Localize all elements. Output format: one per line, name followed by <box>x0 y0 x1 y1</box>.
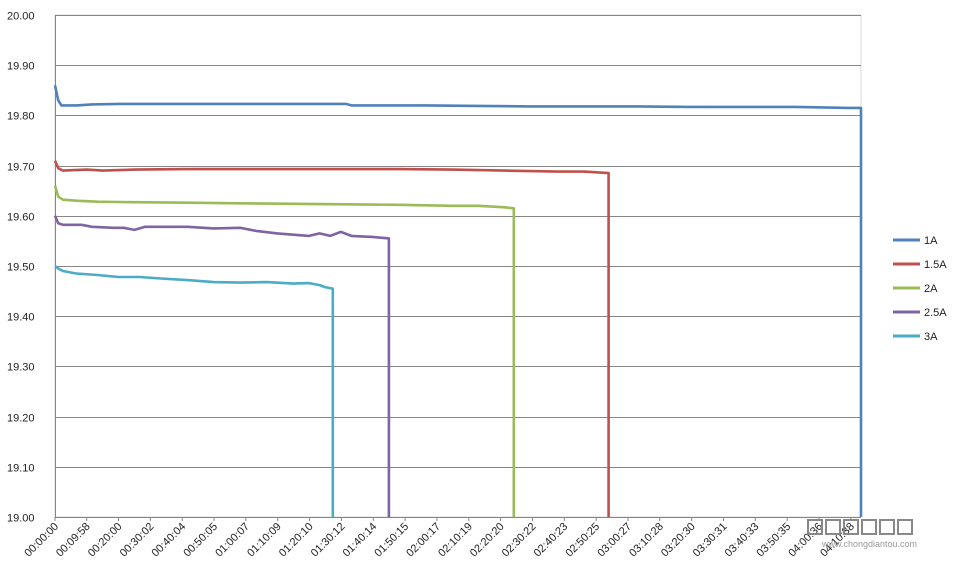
legend-label: 3A <box>924 331 938 343</box>
series-line-2_5A <box>53 215 391 517</box>
series-line-1A <box>53 85 863 517</box>
x-tick-label: 02:10:19 <box>436 521 475 560</box>
y-axis: 19.00 19.10 19.20 19.30 19.40 19.50 19.60 19.70… <box>7 11 35 525</box>
x-tick-label: 01:40:14 <box>341 521 380 560</box>
watermark-site: www.chongdiantou.com <box>821 539 917 549</box>
x-tick-label: 01:00:07 <box>213 521 252 560</box>
x-tick-label: 00:30:02 <box>118 521 157 560</box>
y-tick-label: 19.80 <box>7 111 35 123</box>
legend-label: 2.5A <box>924 307 947 319</box>
x-tick-label: 01:10:09 <box>245 521 284 560</box>
series-line-1_5A <box>53 160 610 517</box>
legend: 1A 1.5A 2A 2.5A 3A <box>893 235 947 343</box>
gridlines <box>54 14 862 518</box>
y-tick-label: 19.30 <box>7 362 35 374</box>
series-line-2A <box>53 185 516 517</box>
y-tick-label: 20.00 <box>7 11 35 23</box>
legend-label: 1.5A <box>924 259 947 271</box>
series-lines <box>53 85 863 517</box>
x-tick-label: 03:30:31 <box>691 521 730 560</box>
x-tick-label: 01:50:15 <box>372 521 411 560</box>
y-tick-label: 19.60 <box>7 212 35 224</box>
x-tick-label: 00:50:05 <box>181 521 220 560</box>
watermark: www.chongdiantou.com <box>807 519 917 549</box>
y-tick-label: 19.70 <box>7 162 35 174</box>
x-tick-label: 02:50:25 <box>563 521 602 560</box>
x-tick-label: 02:40:23 <box>532 521 571 560</box>
x-tick-label: 01:30:12 <box>309 521 348 560</box>
x-tick-label: 03:20:30 <box>659 521 698 560</box>
watermark-logo <box>807 519 913 535</box>
x-tick-label: 04:00:36 <box>786 521 825 560</box>
series-line-3A <box>54 264 335 517</box>
x-tick-label: 02:30:22 <box>500 521 539 560</box>
y-tick-label: 19.40 <box>7 312 35 324</box>
y-tick-label: 19.00 <box>7 513 35 525</box>
x-axis: 00:00:0000:09:5800:20:0000:30:0200:40:04… <box>22 15 861 559</box>
x-tick-label: 02:00:17 <box>404 521 443 560</box>
y-tick-label: 19.20 <box>7 413 35 425</box>
x-tick-label: 00:40:04 <box>150 521 189 560</box>
x-tick-label: 03:10:28 <box>627 521 666 560</box>
x-tick-label: 02:20:20 <box>468 521 507 560</box>
x-tick-label: 03:40:33 <box>723 521 762 560</box>
y-tick-label: 19.90 <box>7 61 35 73</box>
x-tick-label: 00:20:00 <box>86 521 125 560</box>
x-tick-label: 01:20:10 <box>277 521 316 560</box>
legend-label: 1A <box>924 235 938 247</box>
x-tick-label: 03:00:27 <box>595 521 634 560</box>
x-tick-label: 00:09:58 <box>54 521 93 560</box>
legend-label: 2A <box>924 283 938 295</box>
y-tick-label: 19.10 <box>7 463 35 475</box>
y-tick-label: 19.50 <box>7 262 35 274</box>
x-tick-label: 03:50:35 <box>755 521 794 560</box>
